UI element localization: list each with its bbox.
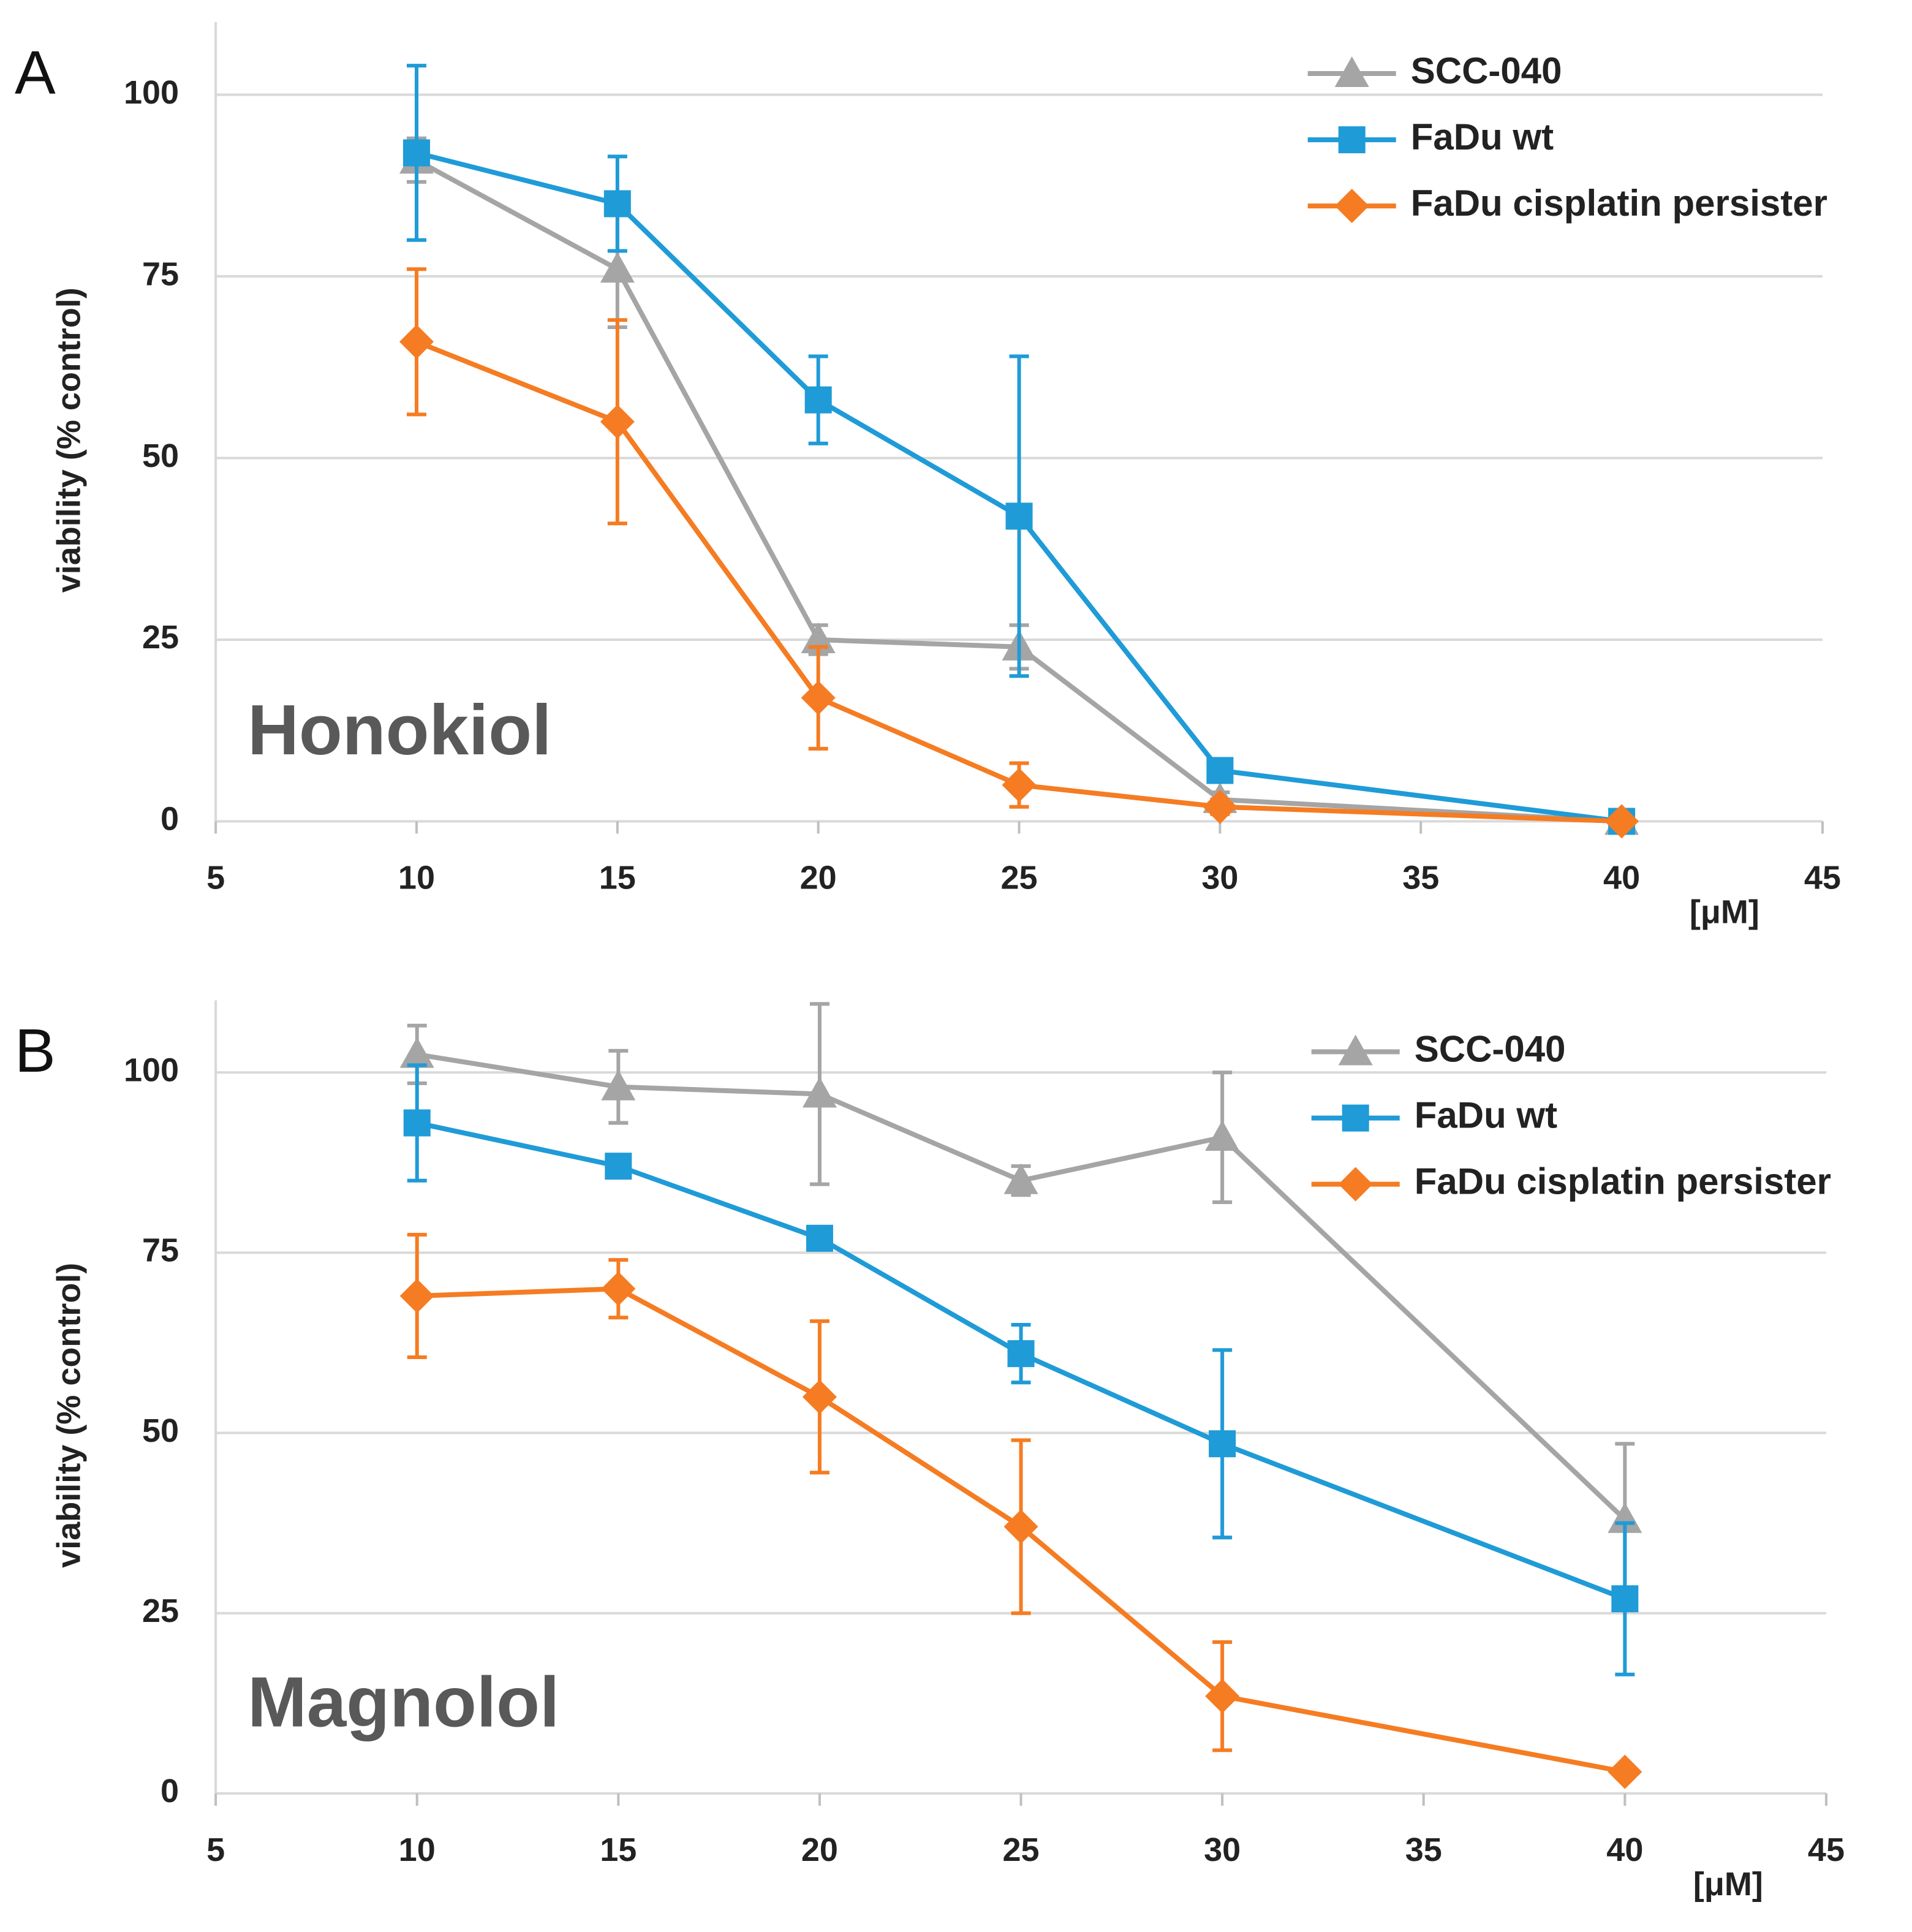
legend-marker [1342, 1104, 1369, 1132]
y-tick-label: 100 [124, 74, 179, 111]
x-axis-label: [μM] [1693, 1866, 1763, 1903]
marker [802, 1077, 837, 1108]
x-tick-label: 20 [800, 860, 837, 896]
legend-label: SCC-040 [1415, 1028, 1566, 1069]
legend-label: FaDu cisplatin persister [1411, 183, 1827, 224]
legend-label: FaDu wt [1411, 116, 1554, 157]
panel-label: B [15, 1017, 56, 1085]
panel-label: A [15, 38, 56, 107]
series-line [416, 1120, 1626, 1601]
marker [601, 1069, 636, 1100]
x-axis-label: [μM] [1690, 894, 1759, 931]
x-tick-label: 30 [1201, 860, 1238, 896]
marker [1209, 1430, 1236, 1458]
series-line [417, 1286, 1626, 1775]
x-tick-label: 30 [1204, 1832, 1241, 1868]
legend-marker [1334, 56, 1369, 88]
x-tick-label: 15 [600, 1832, 637, 1868]
marker [603, 190, 631, 218]
marker [399, 324, 434, 359]
series-line [415, 339, 1622, 824]
marker [806, 1224, 833, 1252]
x-tick-label: 35 [1402, 860, 1439, 896]
series-line [415, 150, 1622, 824]
marker [1206, 757, 1234, 784]
y-tick-label: 75 [142, 1232, 179, 1269]
marker [1005, 502, 1033, 530]
legend-label: FaDu cisplatin persister [1415, 1161, 1831, 1202]
y-tick-label: 75 [142, 256, 179, 292]
marker [1007, 1340, 1035, 1368]
marker [1611, 1585, 1639, 1613]
annotation: Magnolol [248, 1662, 559, 1742]
x-tick-label: 45 [1804, 860, 1841, 896]
marker [1604, 804, 1639, 839]
x-tick-label: 35 [1405, 1832, 1442, 1868]
x-tick-label: 40 [1603, 860, 1640, 896]
y-tick-label: 50 [142, 1412, 179, 1449]
legend-marker [1338, 1167, 1373, 1202]
x-tick-label: 5 [206, 1832, 225, 1868]
marker [1203, 789, 1238, 824]
marker [1205, 1120, 1240, 1151]
y-tick-label: 25 [142, 619, 179, 656]
x-tick-label: 10 [399, 1832, 436, 1868]
marker [399, 1278, 434, 1313]
y-tick-label: 25 [142, 1593, 179, 1629]
series-line [415, 157, 1622, 824]
marker [1608, 1754, 1642, 1789]
x-tick-label: 25 [1000, 860, 1037, 896]
marker [605, 1153, 632, 1180]
x-tick-label: 20 [801, 1832, 838, 1868]
marker [403, 1109, 431, 1137]
y-tick-label: 50 [142, 438, 179, 474]
marker [600, 404, 635, 439]
marker [802, 1379, 837, 1414]
y-axis-label: viability (% control) [50, 1263, 87, 1568]
legend-marker [1334, 189, 1369, 224]
x-tick-label: 25 [1002, 1832, 1039, 1868]
y-tick-label: 0 [161, 801, 179, 838]
marker [1003, 1163, 1038, 1194]
x-tick-label: 15 [599, 860, 636, 896]
y-tick-label: 0 [161, 1773, 179, 1809]
x-tick-label: 5 [206, 860, 225, 896]
x-tick-label: 40 [1606, 1832, 1643, 1868]
marker [1608, 1502, 1642, 1533]
marker [600, 252, 635, 283]
x-tick-label: 45 [1808, 1832, 1845, 1868]
marker [399, 1037, 434, 1068]
legend-marker [1338, 126, 1366, 154]
marker [804, 386, 832, 414]
legend-label: FaDu wt [1415, 1094, 1557, 1135]
annotation: Honokiol [248, 690, 551, 770]
marker [1002, 768, 1037, 803]
x-tick-label: 10 [398, 860, 435, 896]
marker [402, 139, 430, 167]
marker [801, 680, 836, 715]
legend-marker [1338, 1034, 1373, 1066]
legend-label: SCC-040 [1411, 50, 1562, 91]
y-tick-label: 100 [124, 1051, 179, 1088]
series-line [417, 1051, 1627, 1521]
marker [601, 1271, 636, 1306]
y-axis-label: viability (% control) [50, 287, 87, 593]
